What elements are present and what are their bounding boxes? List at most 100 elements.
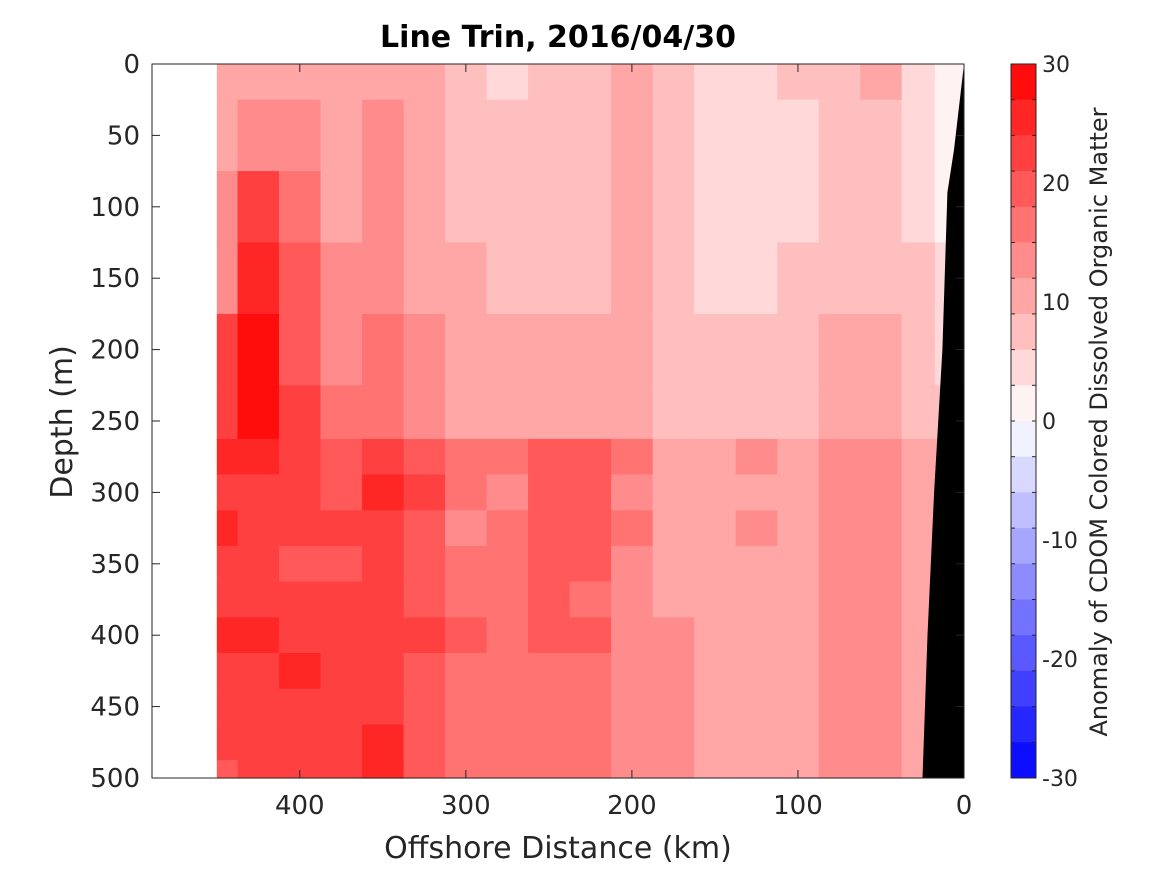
contour-cell xyxy=(528,724,571,761)
contour-cell xyxy=(569,617,612,654)
contour-cell xyxy=(777,617,820,654)
contour-cell xyxy=(445,546,488,583)
colorbar-segment xyxy=(1011,670,1036,708)
contour-cell xyxy=(694,546,737,583)
contour-cell xyxy=(652,474,695,511)
colorbar-tick-label: -20 xyxy=(1042,648,1078,673)
contour-cell xyxy=(569,760,612,779)
colorbar-segment xyxy=(1011,171,1036,208)
contour-cell xyxy=(777,99,820,172)
contour-cell xyxy=(735,688,778,726)
contour-cell xyxy=(216,242,239,315)
contour-cell xyxy=(652,617,695,654)
contour-cell xyxy=(694,242,737,315)
x-tick-label: 0 xyxy=(956,791,973,821)
contour-cell xyxy=(611,546,654,583)
contour-cell xyxy=(528,617,571,654)
contour-cell xyxy=(237,313,280,386)
contour-cell xyxy=(237,617,280,654)
contour-cell xyxy=(237,653,280,690)
contour-cell xyxy=(320,760,363,779)
contour-cell xyxy=(569,99,612,172)
contour-cell xyxy=(362,99,405,172)
contour-cell xyxy=(611,385,654,440)
contour-cell xyxy=(652,724,695,761)
contour-cell xyxy=(901,242,936,315)
contour-cell xyxy=(279,760,322,779)
contour-cell xyxy=(362,653,405,690)
contour-cell xyxy=(486,724,529,761)
contour-cell xyxy=(362,688,405,726)
contour-cell xyxy=(818,385,861,440)
contour-cell xyxy=(652,99,695,172)
contour-cell xyxy=(237,510,280,547)
contour-cell xyxy=(777,385,820,440)
contour-cell xyxy=(486,474,529,511)
contour-cell xyxy=(569,438,612,476)
contour-cell xyxy=(279,724,322,761)
colorbar-segment xyxy=(1011,385,1036,422)
contour-cell xyxy=(403,724,446,761)
contour-cell xyxy=(901,99,936,172)
contour-cell xyxy=(362,171,405,244)
contour-cell xyxy=(216,510,239,547)
contour-cell xyxy=(735,724,778,761)
contour-cell xyxy=(279,242,322,315)
contour-cell xyxy=(652,688,695,726)
contour-cell xyxy=(362,474,405,511)
contour-cell xyxy=(611,242,654,315)
contour-cell xyxy=(445,474,488,511)
plot-area xyxy=(151,63,965,779)
contour-cell xyxy=(860,653,903,690)
contour-cell xyxy=(216,760,239,779)
contour-cell xyxy=(320,546,363,583)
y-tick-label: 250 xyxy=(90,407,140,437)
contour-cell xyxy=(818,688,861,726)
colorbar-segment xyxy=(1011,742,1036,779)
contour-cell xyxy=(403,546,446,583)
contour-cell xyxy=(611,653,654,690)
contour-cell xyxy=(486,510,529,547)
contour-cell xyxy=(320,724,363,761)
contour-cell xyxy=(860,438,903,476)
colorbar: 30 20 10 0 -10 -20 -30 xyxy=(1010,53,1078,792)
contour-cell xyxy=(216,688,239,726)
contour-cell xyxy=(652,510,695,547)
y-tick-label: 450 xyxy=(90,693,140,723)
contour-cell xyxy=(569,242,612,315)
contour-cell xyxy=(486,653,529,690)
colorbar-frame xyxy=(1010,63,1037,779)
contour-cell xyxy=(569,313,612,386)
contour-cell xyxy=(237,546,280,583)
colorbar-segment xyxy=(1011,64,1036,101)
contour-cell xyxy=(445,438,488,476)
contour-cell xyxy=(777,724,820,761)
contour-cell xyxy=(569,546,612,583)
contour-cell xyxy=(279,581,322,618)
contour-cell xyxy=(279,546,322,583)
contour-cell xyxy=(403,760,446,779)
contour-cell xyxy=(652,171,695,244)
contour-cell xyxy=(860,171,903,244)
contour-cell xyxy=(216,385,239,440)
contour-cell xyxy=(279,688,322,726)
contour-cell xyxy=(611,438,654,476)
contour-cell xyxy=(735,313,778,386)
contour-cell xyxy=(237,760,280,779)
colorbar-segment xyxy=(1011,456,1036,493)
contour-cell xyxy=(694,760,737,779)
contour-cell xyxy=(901,510,936,547)
y-tick-label: 350 xyxy=(90,550,140,580)
contour-cell xyxy=(445,724,488,761)
colorbar-tick-label: -30 xyxy=(1042,767,1078,792)
contour-cell xyxy=(818,724,861,761)
contour-cell xyxy=(777,546,820,583)
contour-cell xyxy=(216,474,239,511)
contour-cell xyxy=(237,438,280,476)
y-tick-label: 400 xyxy=(90,621,140,651)
contour-cell xyxy=(569,171,612,244)
contour-cell xyxy=(818,581,861,618)
colorbar-segment xyxy=(1011,313,1036,351)
contour-cell xyxy=(860,242,903,315)
contour-cell xyxy=(652,242,695,315)
